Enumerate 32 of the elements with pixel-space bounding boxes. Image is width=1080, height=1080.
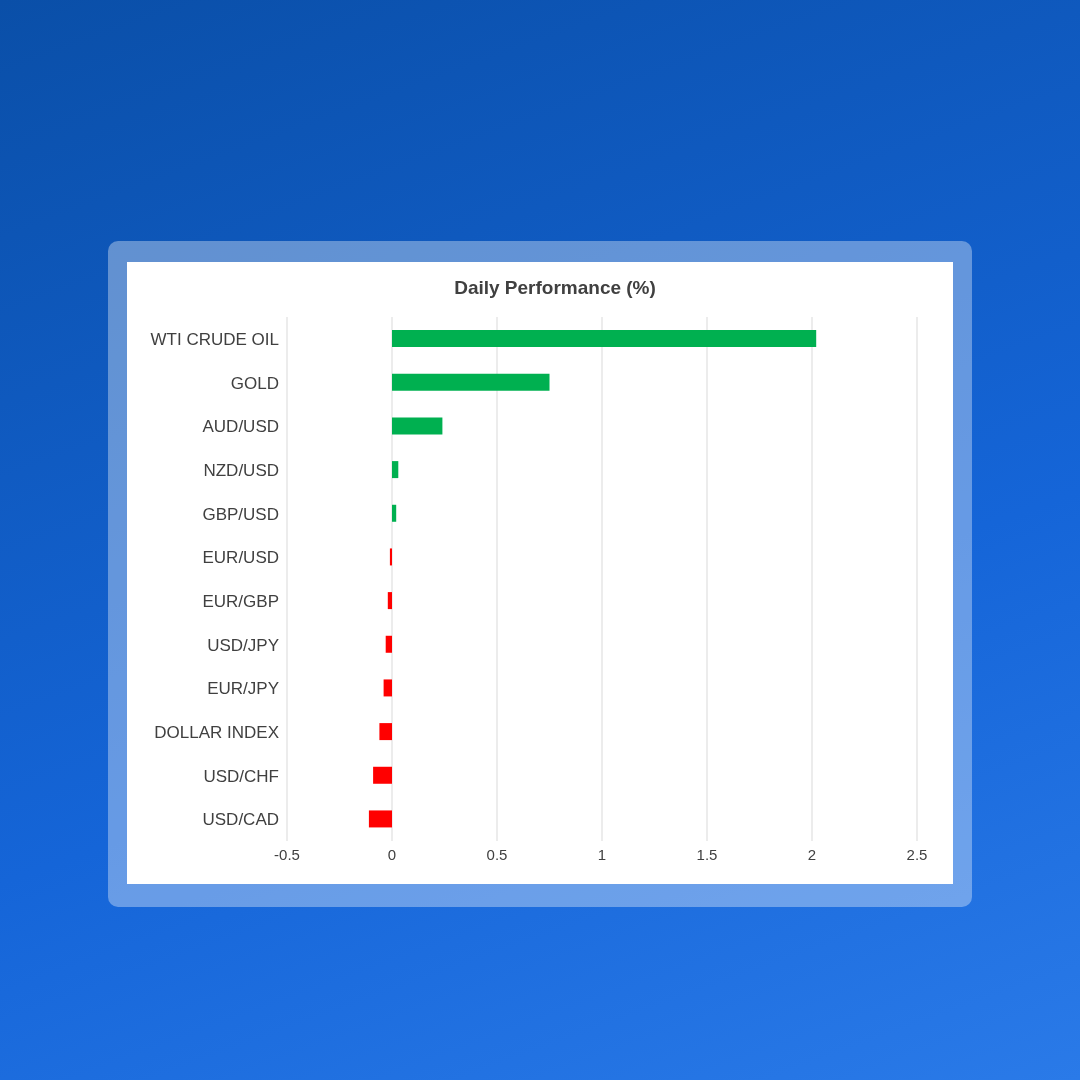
y-tick-label: USD/CAD: [202, 810, 279, 830]
y-tick-label: NZD/USD: [203, 460, 279, 480]
bar: [392, 373, 550, 391]
bar: [368, 810, 392, 828]
y-tick-label: WTI CRUDE OIL: [150, 329, 279, 349]
x-tick-label: -0.5: [274, 845, 300, 863]
bar: [385, 635, 392, 653]
x-tick-label: 0: [387, 845, 397, 863]
x-tick-label: 1.5: [696, 845, 718, 863]
x-tick-label: 2.5: [906, 845, 928, 863]
y-tick-label: USD/JPY: [207, 635, 279, 655]
y-tick-label: USD/CHF: [203, 766, 279, 786]
bar: [389, 548, 392, 566]
bar: [392, 417, 443, 435]
bar: [392, 330, 817, 348]
y-tick-label: GOLD: [230, 373, 279, 393]
x-tick-label: 0.5: [486, 845, 508, 863]
x-tick-label: 2: [807, 845, 817, 863]
bar: [387, 592, 392, 610]
y-tick-label: GBP/USD: [202, 504, 279, 524]
bar: [383, 679, 392, 697]
y-tick-label: EUR/USD: [202, 548, 279, 568]
bar: [392, 461, 399, 479]
x-tick-label: 1: [597, 845, 607, 863]
y-tick-label: AUD/USD: [202, 417, 279, 437]
bar: [373, 766, 392, 784]
chart-title: Daily Performance (%): [453, 277, 657, 299]
y-tick-label: DOLLAR INDEX: [154, 722, 279, 742]
bar: [392, 504, 397, 522]
y-tick-label: EUR/GBP: [202, 591, 279, 611]
bar: [379, 723, 392, 741]
y-tick-label: EUR/JPY: [207, 679, 279, 699]
